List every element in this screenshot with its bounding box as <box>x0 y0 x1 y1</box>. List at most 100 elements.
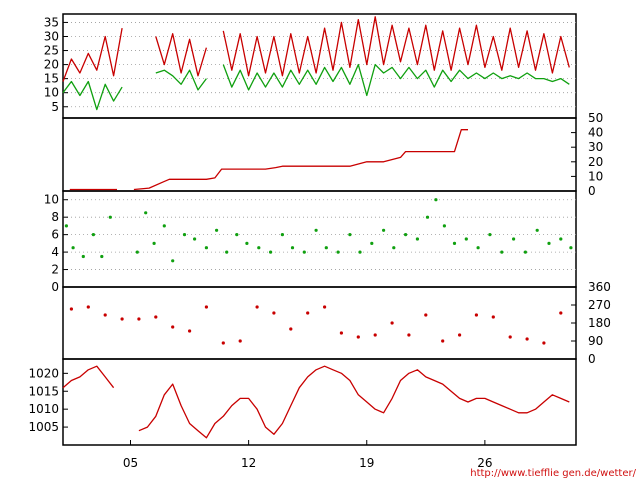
data-point <box>108 215 112 219</box>
y-tick-label: 30 <box>588 140 603 154</box>
series-line <box>69 129 468 191</box>
data-point <box>269 250 273 254</box>
data-point <box>120 317 124 321</box>
data-point <box>336 250 340 254</box>
data-point <box>542 341 546 345</box>
data-point <box>290 246 295 250</box>
data-point <box>100 254 104 259</box>
data-point <box>204 246 208 250</box>
data-point <box>508 335 512 339</box>
y-tick-label: 1020 <box>28 366 59 380</box>
y-tick-label: 1010 <box>28 402 59 416</box>
x-tick-label: 12 <box>241 456 256 470</box>
data-point <box>392 246 396 250</box>
data-point <box>525 337 529 341</box>
data-point <box>272 311 276 315</box>
y-tick-label: 0 <box>51 280 59 294</box>
data-point <box>523 250 528 254</box>
data-point <box>238 339 242 343</box>
data-point <box>324 246 328 250</box>
y-tick-label: 8 <box>51 210 59 224</box>
data-point <box>442 224 446 228</box>
data-point <box>511 237 516 241</box>
data-point <box>171 325 175 329</box>
y-tick-label: 25 <box>44 44 59 58</box>
y-tick-label: 6 <box>51 228 59 242</box>
data-point <box>225 250 229 254</box>
panel-frame <box>62 190 577 288</box>
data-point <box>135 250 139 254</box>
data-point <box>255 305 259 309</box>
y-tick-label: 90 <box>588 334 603 348</box>
data-point <box>314 228 318 232</box>
data-point <box>245 241 249 245</box>
data-point <box>302 250 306 254</box>
x-tick-label: 19 <box>359 456 374 470</box>
data-point <box>356 335 360 339</box>
data-point <box>535 228 539 232</box>
data-point <box>559 237 563 241</box>
panel-frame <box>62 358 577 446</box>
data-point <box>491 315 495 319</box>
data-point <box>407 333 411 337</box>
y-tick-label: 0 <box>588 352 596 366</box>
panel-wind-direction: 0 90 180 270 360 <box>62 280 611 366</box>
data-point <box>182 233 187 237</box>
y-tick-label: 270 <box>588 298 611 312</box>
y-tick-label: 20 <box>588 155 603 169</box>
data-point <box>71 246 75 250</box>
data-point <box>215 228 219 232</box>
x-axis: 05 12 19 26 <box>123 440 493 470</box>
source-credit: http://www.tiefflie gen.de/wetter/ <box>470 468 636 479</box>
y-tick-label: 1015 <box>28 384 59 398</box>
series-line <box>62 63 570 111</box>
data-point <box>144 211 148 215</box>
data-point <box>257 246 261 250</box>
data-point <box>64 224 68 228</box>
y-tick-label: 30 <box>44 29 59 43</box>
data-point <box>323 305 327 309</box>
panel-wind-speed: 0 2 4 6 8 10 <box>44 190 577 294</box>
data-point <box>404 233 408 237</box>
data-point <box>171 259 175 263</box>
y-tick-label: 4 <box>51 245 59 259</box>
data-point <box>464 237 468 241</box>
y-tick-label: 10 <box>44 86 59 100</box>
data-point <box>476 246 480 250</box>
data-point <box>306 311 310 315</box>
panel-frame <box>62 286 577 360</box>
y-tick-label: 10 <box>588 169 603 183</box>
series-line <box>62 365 570 439</box>
data-point <box>474 313 478 317</box>
y-tick-label: 40 <box>588 126 603 140</box>
data-point <box>425 215 430 219</box>
data-point <box>415 237 419 241</box>
data-point <box>373 333 377 337</box>
data-point <box>339 331 343 335</box>
data-point <box>547 241 551 245</box>
data-point <box>434 198 438 202</box>
x-tick-label: 05 <box>123 456 138 470</box>
data-point <box>370 241 374 245</box>
data-point <box>500 250 504 254</box>
y-tick-label: 1005 <box>28 420 59 434</box>
y-tick-label: 5 <box>51 100 59 114</box>
data-point <box>86 305 90 309</box>
data-point <box>193 237 197 241</box>
data-point <box>81 254 85 259</box>
data-point <box>452 241 457 245</box>
y-tick-label: 15 <box>44 72 59 86</box>
data-point <box>382 228 386 232</box>
data-point <box>569 246 573 250</box>
panels-layer: 5101520253035010203040500246810090180270… <box>28 13 611 446</box>
panel-frame <box>62 117 577 192</box>
y-tick-label: 0 <box>588 184 596 198</box>
data-point <box>137 317 141 321</box>
data-point <box>488 233 492 237</box>
data-point <box>424 313 428 317</box>
data-point <box>235 233 239 237</box>
data-point <box>69 307 73 311</box>
y-tick-label: 360 <box>588 280 611 294</box>
data-point <box>289 327 293 331</box>
series-line <box>62 16 570 82</box>
